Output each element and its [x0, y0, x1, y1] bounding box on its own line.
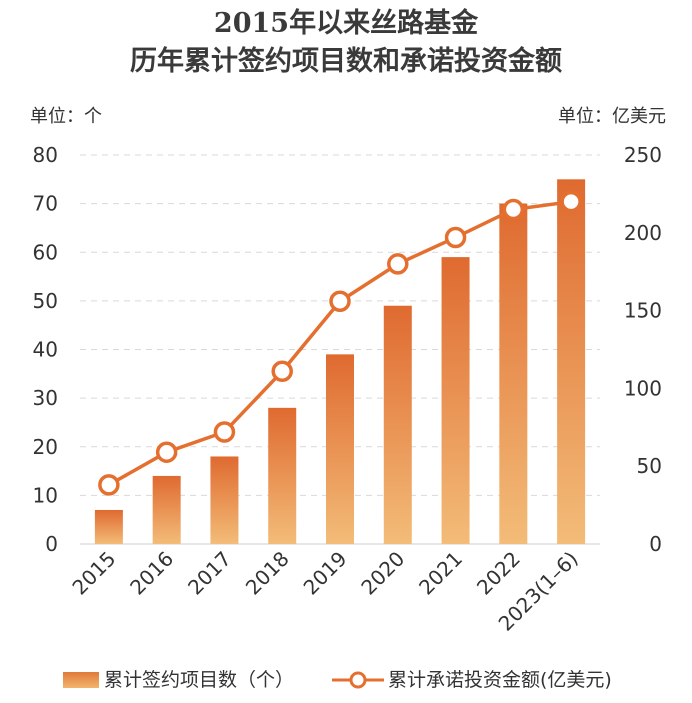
right-tick-label: 0: [649, 532, 662, 556]
chart-canvas: 0 10 20 30 40 50 60 70 80 0 50 100 150 200 250 2015 2016…: [33, 143, 662, 636]
legend-bar-label: 累计签约项目数（个）: [104, 669, 295, 691]
line-point: [271, 360, 293, 383]
line-point: [387, 253, 409, 275]
x-tick-label: 2018: [241, 547, 294, 600]
line-point: [98, 474, 120, 496]
left-tick-label: 40: [33, 338, 58, 362]
bar: [94, 509, 123, 544]
bar: [210, 456, 239, 544]
left-tick-label: 50: [33, 289, 58, 313]
bar: [383, 305, 412, 544]
left-tick-label: 80: [33, 143, 58, 167]
line-series: [98, 190, 582, 496]
left-tick-label: 0: [45, 532, 58, 556]
right-tick-label: 200: [624, 221, 662, 245]
left-tick-label: 20: [33, 435, 58, 459]
line-point: [502, 198, 525, 221]
line-point: [444, 226, 467, 249]
legend-bar-swatch: [63, 672, 99, 688]
bar: [326, 354, 354, 544]
x-tick-label: 2021: [414, 547, 467, 600]
line-point: [560, 190, 582, 213]
bar: [557, 179, 586, 544]
right-tick-label: 100: [624, 376, 662, 400]
x-tick-label: 2019: [299, 547, 352, 600]
legend-line-label: 累计承诺投资金额(亿美元): [388, 669, 612, 691]
line-point: [155, 441, 178, 463]
legend: 累计签约项目数（个） 累计承诺投资金额(亿美元): [0, 664, 692, 694]
x-tick-label: 2016: [125, 547, 178, 600]
bar-series: [94, 179, 586, 544]
bar: [268, 407, 297, 544]
right-tick-label: 50: [637, 454, 662, 478]
right-tick-label: 150: [624, 299, 662, 323]
x-tick-label: 2020: [356, 547, 409, 600]
chart-title-line2: 历年累计签约项目数和承诺投资金额: [130, 46, 562, 77]
left-tick-label: 60: [33, 240, 58, 264]
right-axis-unit: 单位：亿美元: [558, 106, 666, 127]
left-tick-label: 10: [33, 483, 58, 507]
x-tick-label: 2022: [472, 547, 525, 600]
x-tick-label: 2015: [67, 547, 120, 600]
line-point: [213, 421, 236, 443]
right-tick-label: 250: [624, 143, 662, 167]
line-point: [329, 290, 351, 313]
left-axis-unit: 单位：个: [30, 106, 102, 127]
x-tick-label: 2017: [183, 547, 236, 600]
chart-title-line1: 2015年以来丝路基金: [213, 8, 479, 39]
bar: [499, 203, 528, 544]
left-tick-label: 30: [33, 386, 58, 410]
legend-line-swatch: [332, 671, 384, 689]
left-tick-label: 70: [33, 192, 58, 216]
bar: [152, 475, 181, 544]
bar: [441, 257, 470, 544]
